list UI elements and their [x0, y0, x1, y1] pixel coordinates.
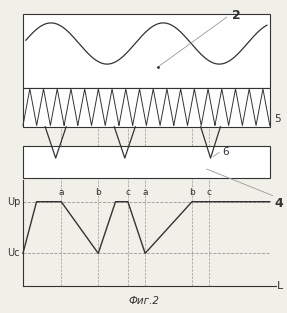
Text: 5: 5 [274, 114, 281, 124]
Text: 6: 6 [222, 147, 229, 157]
Text: b: b [95, 188, 101, 197]
Polygon shape [23, 14, 270, 88]
Polygon shape [23, 146, 270, 178]
Text: a: a [59, 188, 64, 197]
Text: c: c [125, 188, 130, 197]
Polygon shape [23, 88, 270, 127]
Text: Uc: Uc [7, 248, 20, 258]
Text: Фиг.2: Фиг.2 [128, 296, 159, 306]
Text: L: L [277, 281, 283, 291]
Text: Up: Up [7, 197, 20, 207]
Text: c: c [207, 188, 212, 197]
Text: 2: 2 [232, 9, 241, 22]
Text: 4: 4 [274, 197, 283, 210]
Text: a: a [142, 188, 148, 197]
Text: b: b [189, 188, 195, 197]
